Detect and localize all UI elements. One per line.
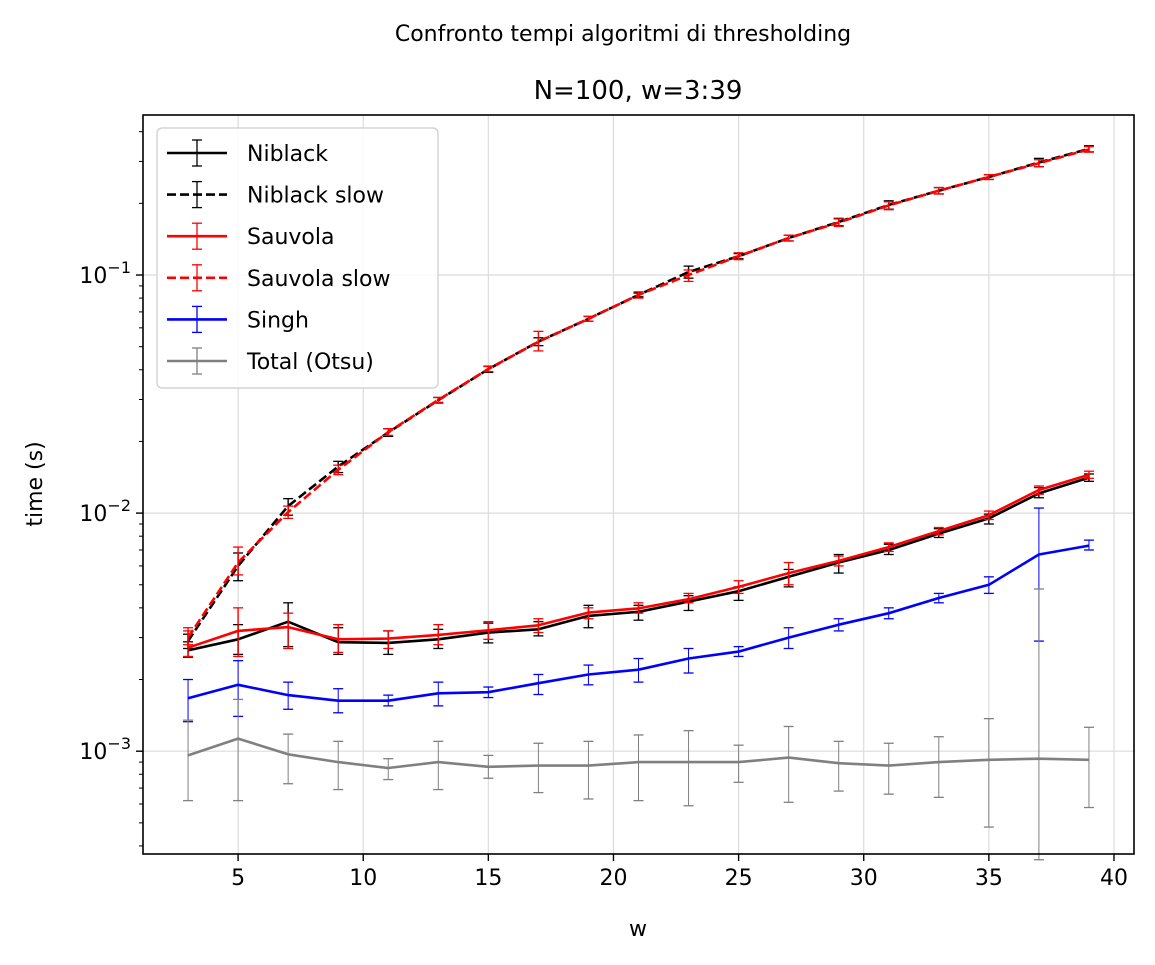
legend: Niblack Niblack slow Sauvola Sauvola slow Si… xyxy=(156,127,439,389)
legend-item: Niblack slow xyxy=(167,180,384,209)
series-line xyxy=(187,544,1090,703)
x-tick-label: 40 xyxy=(1100,866,1128,891)
y-tick-label: 10−1 xyxy=(79,258,131,289)
figure-suptitle: Confronto tempi algoritmi di thresholdin… xyxy=(395,22,851,47)
series-total-otsu xyxy=(183,588,1094,861)
y-tick-label-exponent: −3 xyxy=(107,734,131,753)
y-tick-label-base: 10 xyxy=(79,502,107,527)
x-tick-label: 10 xyxy=(349,866,377,891)
legend-box xyxy=(156,127,439,389)
series-line xyxy=(187,473,1090,649)
y-axis-label: time (s) xyxy=(23,441,48,526)
series-line xyxy=(186,148,1090,639)
series-sauvola-slow xyxy=(183,146,1094,646)
y-tick-label: 10−2 xyxy=(79,496,131,527)
y-tick-label-base: 10 xyxy=(79,740,107,765)
legend-label: Sauvola xyxy=(247,225,334,250)
x-tick-label: 5 xyxy=(231,866,245,891)
legend-item: Sauvola xyxy=(167,222,334,250)
legend-label: Niblack slow xyxy=(247,184,384,209)
x-tick-label: 20 xyxy=(599,866,627,891)
plot-frame xyxy=(142,114,1135,855)
series-line xyxy=(187,737,1090,770)
chart-title: N=100, w=3:39 xyxy=(534,76,743,106)
legend-item: Total (Otsu) xyxy=(167,347,374,375)
y-axis: 10−310−210−1 xyxy=(79,131,143,847)
series-layer xyxy=(183,145,1094,861)
legend-label: Singh xyxy=(247,308,309,333)
legend-item: Singh xyxy=(167,305,309,333)
y-tick-label: 10−3 xyxy=(79,734,131,765)
legend-item: Niblack xyxy=(167,139,328,167)
grid xyxy=(143,115,1134,854)
x-tick-label: 25 xyxy=(725,866,753,891)
y-tick-label-exponent: −2 xyxy=(107,496,131,515)
x-tick-label: 35 xyxy=(975,866,1003,891)
y-tick-label-exponent: −1 xyxy=(107,258,131,277)
legend-label: Sauvola slow xyxy=(247,267,390,292)
y-tick-label-base: 10 xyxy=(79,264,107,289)
x-tick-label: 30 xyxy=(850,866,878,891)
legend-label: Total (Otsu) xyxy=(246,350,374,375)
x-tick-label: 15 xyxy=(474,866,502,891)
series-sauvola xyxy=(183,470,1094,658)
x-axis: 5 10 15 20 25 30 35 40 xyxy=(231,854,1128,891)
x-axis-label: w xyxy=(629,917,647,942)
legend-label: Niblack xyxy=(247,142,328,167)
legend-item: Sauvola slow xyxy=(167,264,390,292)
